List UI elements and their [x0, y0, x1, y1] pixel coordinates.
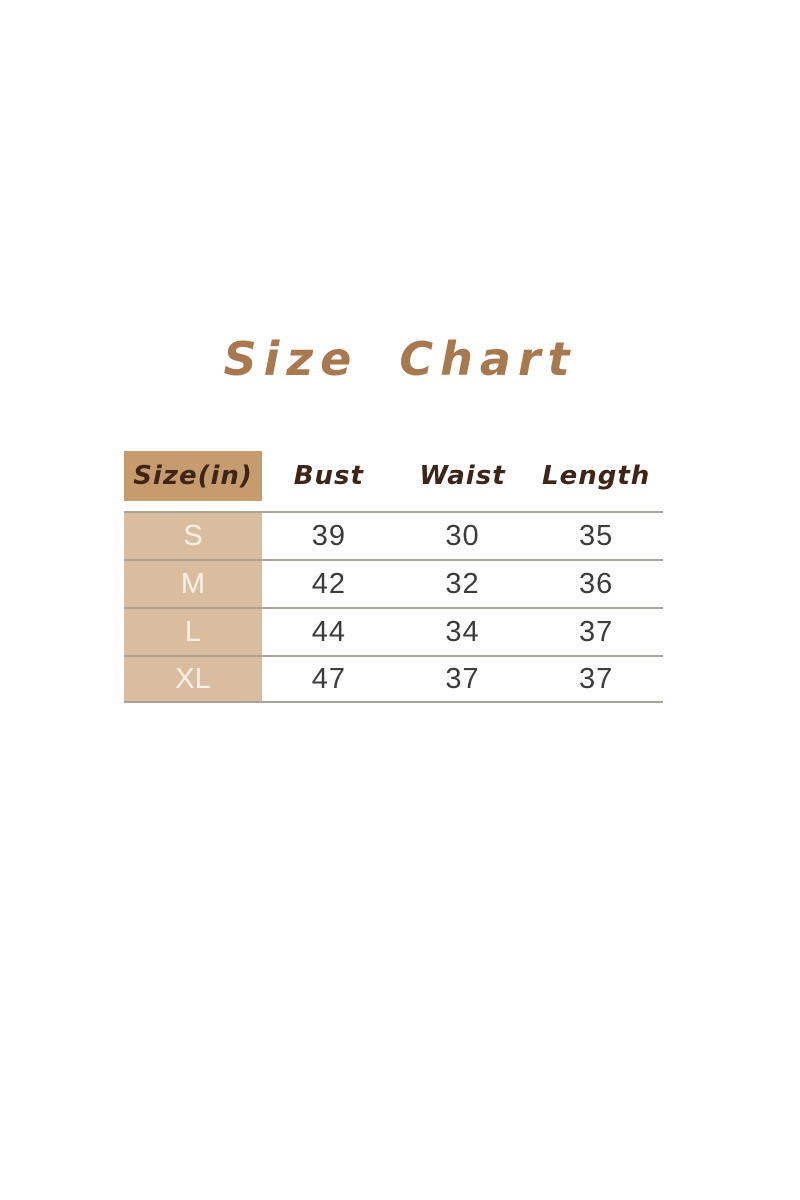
value-cell: 30	[445, 519, 480, 552]
value-cell: 36	[579, 567, 614, 600]
size-cell: M	[124, 561, 262, 607]
table-row: M 42 32 36	[124, 559, 663, 607]
size-cell: S	[124, 513, 262, 559]
value-cell: 37	[445, 662, 480, 695]
size-cell: XL	[124, 657, 262, 701]
column-header-waist: Waist	[419, 461, 506, 491]
table-body: S 39 30 35 M 42 32 36 L 44 34 37 XL 47 37 37	[124, 511, 663, 703]
page-title: Size Chart	[223, 332, 577, 386]
value-cell: 32	[445, 567, 480, 600]
table-row: S 39 30 35	[124, 511, 663, 559]
value-cell: 39	[311, 519, 346, 552]
column-header-length: Length	[542, 461, 651, 491]
column-header-sizein: Size(in)	[124, 451, 262, 501]
size-chart-table: Size(in) Bust Waist Length S 39 30 35 M 42 32 36 L 4…	[124, 451, 663, 703]
value-cell: 35	[579, 519, 614, 552]
table-header-row: Size(in) Bust Waist Length	[124, 451, 663, 501]
value-cell: 37	[579, 615, 614, 648]
value-cell: 34	[445, 615, 480, 648]
table-row: XL 47 37 37	[124, 655, 663, 703]
column-header-bust: Bust	[293, 461, 364, 491]
value-cell: 42	[311, 567, 346, 600]
value-cell: 47	[311, 662, 346, 695]
size-cell: L	[124, 609, 262, 655]
value-cell: 37	[579, 662, 614, 695]
table-row: L 44 34 37	[124, 607, 663, 655]
value-cell: 44	[311, 615, 346, 648]
